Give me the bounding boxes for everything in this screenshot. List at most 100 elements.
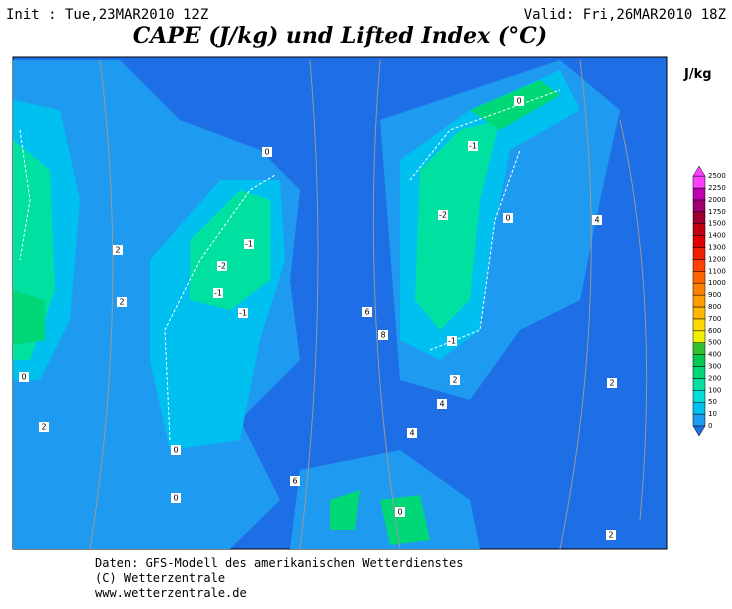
contour-label: 0	[173, 494, 178, 503]
contour-label-bg	[171, 493, 181, 503]
contour-label-bg	[503, 213, 513, 223]
valid-time: Valid: Fri,26MAR2010 18Z	[524, 7, 726, 23]
colorbar-cell	[692, 318, 706, 332]
colorbar-label: 0	[708, 422, 712, 430]
contour-label-bg	[113, 245, 123, 255]
colorbar-cell	[692, 390, 706, 403]
contour-label: 8	[380, 331, 385, 340]
colorbar-label: 200	[708, 374, 721, 382]
contour-label: 4	[439, 400, 444, 409]
cape-area	[190, 190, 270, 310]
colorbar-cell	[692, 354, 706, 367]
lifted-index-contour	[89, 59, 648, 550]
contour-label-bg	[290, 476, 300, 486]
contour-label-bg	[450, 375, 460, 385]
lifted-index-contour	[19, 89, 561, 441]
contour-label: 2	[608, 531, 613, 540]
contour-label: -1	[448, 337, 456, 346]
contour-label: 2	[609, 379, 614, 388]
colorbar-label: 1400	[708, 232, 726, 240]
footer-line: (C) Wetterzentrale	[95, 571, 225, 585]
colorbar-label: 300	[708, 363, 721, 371]
colorbar-label: 600	[708, 327, 721, 335]
contour-label-bg	[262, 147, 272, 157]
colorbar-label: 10	[708, 410, 717, 418]
map	[12, 56, 668, 550]
colorbar-cell	[692, 401, 706, 415]
contour-labels: 0 -1 -2 0 -1 -2 -1 -1 0 0 2 2 2 4 6 8 4 2 0 0 2 4 6 2 0 -1	[19, 96, 617, 540]
contour-label: -1	[239, 309, 247, 318]
colorbar-cell	[692, 330, 706, 343]
contour-label-bg	[117, 297, 127, 307]
contour-label: 4	[594, 216, 599, 225]
contour-label: -1	[469, 142, 477, 151]
contour-label-bg	[468, 141, 478, 151]
contour-label-bg	[447, 336, 457, 346]
colorbar-cell	[692, 425, 706, 437]
colorbar-label: 1300	[708, 244, 726, 252]
colorbar-cell	[692, 378, 706, 391]
contour-label: 6	[292, 477, 297, 486]
contour-label-bg	[244, 239, 254, 249]
colorbar-cell	[692, 223, 706, 236]
colorbar-cell	[692, 247, 706, 260]
contour-label-bg	[607, 378, 617, 388]
contour-label-bg	[437, 399, 447, 409]
colorbar-label: 700	[708, 315, 721, 323]
colorbar-cell	[692, 165, 706, 177]
colorbar-cell	[692, 175, 706, 189]
legend-unit: J/kg	[683, 67, 712, 82]
init-time: Init : Tue,23MAR2010 12Z	[6, 7, 208, 23]
contour-label: 0	[505, 214, 510, 223]
colorbar-cell	[692, 294, 706, 308]
contour-label: 2	[452, 376, 457, 385]
contour-label-bg	[514, 96, 524, 106]
colorbar-label: 2000	[708, 196, 726, 204]
colorbar-cell	[692, 187, 706, 201]
colorbar-label: 2250	[708, 184, 726, 192]
colorbar-cell	[692, 259, 706, 272]
contour-label: -1	[214, 289, 222, 298]
colorbar-label: 400	[708, 351, 721, 359]
contour-label: 0	[397, 508, 402, 517]
contour-label-bg	[378, 330, 388, 340]
contour-label: 4	[409, 429, 414, 438]
contour-label: 6	[364, 308, 369, 317]
cape-area	[415, 120, 500, 330]
colorbar-cell	[692, 413, 706, 427]
contour-label-bg	[606, 530, 616, 540]
colorbar-label: 500	[708, 339, 721, 347]
contour-label-bg	[19, 372, 29, 382]
contour-label: -2	[218, 262, 226, 271]
contour-label-bg	[217, 261, 227, 271]
colorbar-label: 1100	[708, 267, 726, 275]
footer-line: Daten: GFS-Modell des amerikanischen Wet…	[95, 556, 463, 570]
colorbar-label: 1750	[708, 208, 726, 216]
contour-label-bg	[238, 308, 248, 318]
contour-label: 0	[173, 446, 178, 455]
colorbar-label: 100	[708, 386, 721, 394]
contour-label-bg	[438, 210, 448, 220]
contour-label: -2	[439, 211, 447, 220]
colorbar-label: 900	[708, 291, 721, 299]
colorbar-cell	[692, 306, 706, 320]
colorbar-label: 1000	[708, 279, 726, 287]
contour-label-bg	[592, 215, 602, 225]
contour-label: 2	[119, 298, 124, 307]
colorbar-label: 1200	[708, 255, 726, 263]
colorbar-cell	[692, 199, 706, 213]
colorbar-cell	[692, 282, 706, 296]
contour-label-bg	[407, 428, 417, 438]
contour-label-bg	[213, 288, 223, 298]
colorbar-cell	[692, 366, 706, 379]
map-title: CAPE (J/kg) und Lifted Index (°C)	[133, 23, 547, 49]
contour-label: 2	[115, 246, 120, 255]
colorbar-cell	[692, 235, 706, 248]
colorbar: 0 10 50 100 200 300 400 500 600 700 800 900 1000 1100…	[692, 165, 726, 437]
contour-label: -1	[245, 240, 253, 249]
contour-label-bg	[362, 307, 372, 317]
contour-label: 0	[516, 97, 521, 106]
contour-label-bg	[395, 507, 405, 517]
contour-label-bg	[171, 445, 181, 455]
